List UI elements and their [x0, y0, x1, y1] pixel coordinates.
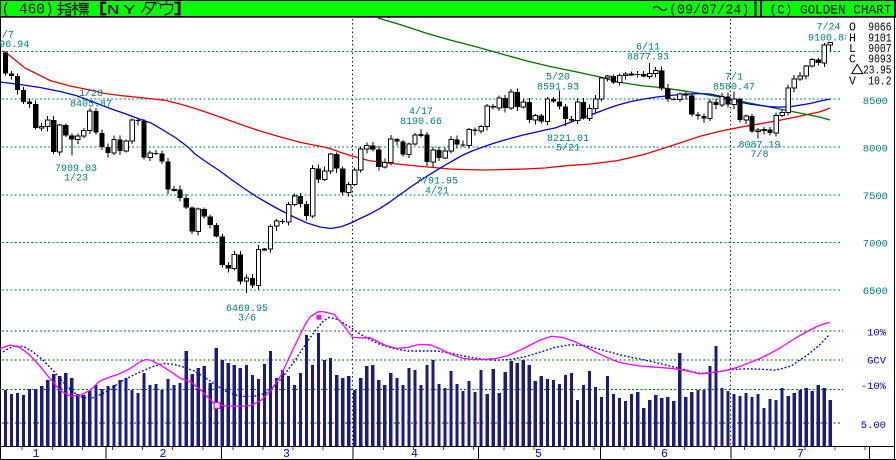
svg-text:9101: 9101	[868, 32, 891, 45]
svg-text:7909.03: 7909.03	[55, 164, 97, 175]
svg-text:7500: 7500	[863, 191, 888, 203]
svg-text:4/17: 4/17	[409, 106, 433, 118]
svg-text:9093: 9093	[868, 54, 891, 67]
svg-text:3/6: 3/6	[238, 313, 256, 325]
svg-text:-10%: -10%	[861, 381, 887, 393]
svg-text:9007: 9007	[868, 43, 891, 56]
svg-text:7/24: 7/24	[816, 22, 840, 34]
svg-text:5.00: 5.00	[861, 420, 886, 432]
svg-text:(09/07/24): (09/07/24)	[669, 4, 749, 19]
svg-text:3: 3	[283, 448, 290, 460]
svg-text:4: 4	[411, 448, 418, 460]
svg-text:8000: 8000	[863, 144, 888, 156]
svg-text:8591.93: 8591.93	[537, 83, 579, 94]
svg-text:8190.66: 8190.66	[400, 117, 442, 128]
svg-text:7/1: 7/1	[725, 72, 743, 84]
svg-text:23.95: 23.95	[863, 65, 891, 78]
svg-text:(C) GOLDEN CHART: (C) GOLDEN CHART	[770, 3, 892, 18]
svg-text:L: L	[849, 43, 856, 56]
svg-text:( 460): ( 460)	[2, 3, 54, 19]
svg-text:5: 5	[535, 448, 542, 460]
svg-text:8996.94: 8996.94	[0, 40, 29, 51]
svg-text:8580.47: 8580.47	[713, 83, 755, 94]
svg-text:9100.88: 9100.88	[808, 34, 850, 45]
svg-text:8221.01: 8221.01	[547, 134, 589, 145]
svg-text:8500: 8500	[863, 96, 888, 108]
svg-text:7/8: 7/8	[750, 149, 768, 161]
svg-text:8877.93: 8877.93	[627, 53, 669, 64]
svg-text:7791.95: 7791.95	[416, 177, 458, 188]
svg-text:8405.87: 8405.87	[70, 100, 112, 111]
svg-text:5/21: 5/21	[556, 143, 580, 155]
svg-text:2: 2	[160, 448, 167, 460]
svg-text:1/28: 1/28	[79, 88, 103, 100]
svg-text:10%: 10%	[867, 328, 887, 340]
svg-text:8087.19: 8087.19	[738, 141, 780, 152]
svg-text:4/21: 4/21	[425, 186, 449, 198]
svg-text:Y: Y	[123, 3, 137, 19]
svg-text:10.2: 10.2	[868, 75, 891, 88]
svg-text:GCV: GCV	[867, 356, 887, 368]
svg-text:H: H	[849, 32, 856, 45]
svg-text:6469.95: 6469.95	[226, 304, 268, 315]
svg-text:N: N	[107, 3, 121, 19]
svg-text:6500: 6500	[863, 286, 888, 298]
svg-text:1: 1	[33, 448, 40, 460]
svg-text:V: V	[849, 75, 856, 88]
svg-text:6: 6	[661, 448, 668, 460]
svg-text:1/23: 1/23	[64, 173, 88, 185]
svg-text:9066: 9066	[868, 22, 891, 35]
svg-text:7: 7	[797, 448, 804, 460]
svg-text:O: O	[849, 22, 856, 35]
svg-text:7000: 7000	[863, 239, 888, 251]
svg-text:5/20: 5/20	[546, 72, 570, 84]
svg-text:1/7: 1/7	[0, 30, 14, 42]
svg-text:6/11: 6/11	[636, 42, 660, 54]
svg-text:C: C	[849, 54, 856, 67]
